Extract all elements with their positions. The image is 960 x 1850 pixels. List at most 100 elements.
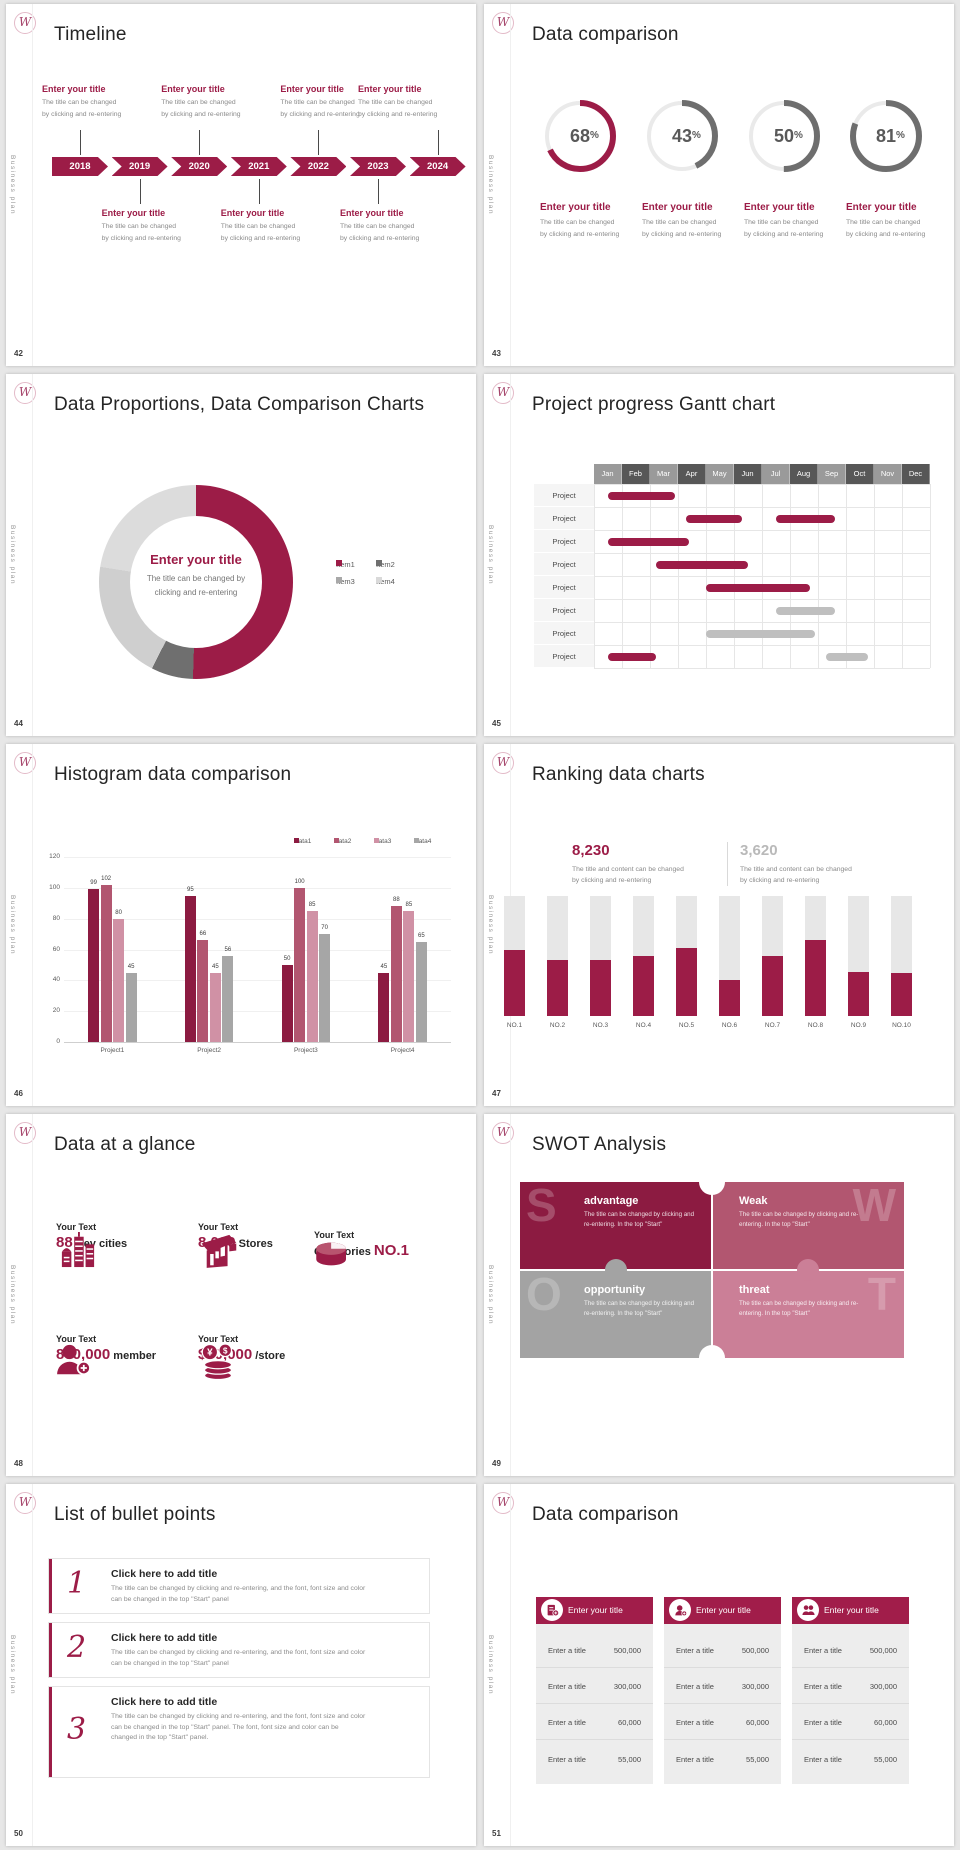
row-label: Enter a title [804,1682,842,1691]
donut-caption: Enter your title The title can be changed… [540,202,644,240]
legend-swatch-icon [334,838,339,843]
bar [113,918,125,1042]
swot-piece-Weak: W Weak The title can be changed by clickin… [713,1182,904,1269]
gantt-bar [776,606,835,615]
gantt-grid-line [594,484,595,668]
bullet-title: Click here to add title [111,1632,218,1644]
bar [319,934,331,1042]
slide-46[interactable]: W Business plan Histogram data compariso… [6,744,476,1106]
stat-prefix: Your Text [56,1334,97,1344]
sidebar-label: Business plan [487,155,494,215]
bar-value-label: 80 [115,909,122,916]
gantt-grid-line [902,484,903,668]
gantt-grid-line [818,484,819,668]
slide-44[interactable]: W Business plan Data Proportions, Data C… [6,374,476,736]
swot-title: Weak [739,1195,768,1207]
swot-desc: The title can be changed by clicking and… [584,1211,695,1228]
slide-50[interactable]: W Business plan List of bullet points 1 C… [6,1484,476,1846]
slide-42[interactable]: W Business plan Timeline 2018 2019 2020 202… [6,4,476,366]
timeline-tick [378,179,379,204]
bar [378,972,390,1042]
gantt-bar [608,491,676,500]
timeline-year: 2021 [230,157,287,176]
y-tick-label: 80 [52,914,60,922]
callout-desc: The title can be changed [161,99,236,106]
bar-value-label: 100 [294,878,305,885]
x-tick-label: NO.1 [506,1022,523,1029]
legend-swatch-icon [376,577,382,583]
card-row: Enter a title 500,000 [664,1634,781,1668]
bar-value-label: 95 [187,886,194,893]
bullet-number: 3 [67,1712,87,1747]
caption-desc: by clicking and re-entering [540,230,620,238]
row-value: 55,000 [874,1754,897,1764]
comparison-card: Enter your title Enter a title 500,000 Ente… [664,1597,781,1784]
row-label: Enter a title [804,1646,842,1655]
callout-desc: by clicking and re-entering [42,111,122,118]
donut-center-desc: clicking and re-entering [154,588,238,597]
ranking-bar [547,959,568,1016]
timeline-year: 2023 [350,157,406,176]
card-title: Enter your title [824,1605,879,1615]
ranking-bar [633,956,654,1016]
brand-logo-icon: W [492,752,514,774]
swot-letter: O [526,1268,562,1320]
headline-divider [727,842,728,886]
brand-logo-icon: W [14,752,36,774]
slide-48[interactable]: W Business plan Data at a glance Your Te… [6,1114,476,1476]
slide-47[interactable]: W Business plan Ranking data charts 8,23… [484,744,954,1106]
bar-value-label: 45 [127,963,135,970]
callout-title: Enter your title [220,208,285,218]
bullet-item: 2 Click here to add title The title can be… [48,1622,430,1678]
grid-line [64,918,451,920]
bar [390,906,402,1042]
card-row: Enter a title 500,000 [536,1634,653,1668]
legend-swatch-icon [376,560,382,566]
caption-title: Enter your title [540,202,611,213]
gantt-row-label: Project [534,530,594,553]
brand-logo-icon: W [492,382,514,404]
ranking-content: 8,230 The title and content can be change… [484,744,954,1106]
callout-desc: The title can be changed [358,99,433,106]
timeline-callout: Enter your title The title can be changed… [358,84,474,121]
x-tick-label: NO.4 [635,1022,652,1029]
gantt-bar [608,537,690,546]
gantt-bar [655,560,748,569]
brand-logo-icon: W [492,12,514,34]
row-value: 500,000 [741,1646,769,1655]
bar-value-label: 45 [212,963,219,970]
x-tick-label: Project2 [197,1047,222,1054]
page-number: 43 [492,349,501,358]
bar [209,972,221,1042]
legend-item: Item1 [336,560,355,569]
donut-progress: 68% [540,96,620,176]
ranking-bar [891,972,912,1016]
sidebar-label: Business plan [487,895,494,955]
stat-item: Your Text Categories NO.1 [314,1230,474,1266]
stat-prefix: Your Text [198,1222,239,1232]
ranking-bar [762,956,783,1016]
card-header: Enter your title [664,1597,781,1624]
ranking-bar [590,959,611,1016]
page-number: 44 [14,719,23,728]
row-label: Enter a title [676,1682,714,1691]
bar [184,895,196,1042]
slide-45[interactable]: W Business plan Project progress Gantt c… [484,374,954,736]
row-label: Enter a title [548,1754,586,1764]
stat-prefix: Your Text [198,1334,239,1344]
swot-text: opportunity The title can be changed by c… [584,1284,702,1318]
ranking-bar [719,980,740,1016]
slide-51[interactable]: W Business plan Data comparison Enter yo… [484,1484,954,1846]
card-row: Enter a title 300,000 [664,1670,781,1704]
gantt-grid-line [874,484,875,668]
slide-43[interactable]: W Business plan Data comparison 68% Enter… [484,4,954,366]
grid-line [64,887,451,889]
callout-desc: The title can be changed [280,99,355,106]
slide-title: Ranking data charts [532,764,705,785]
timeline-year: 2024 [409,157,466,176]
gantt-content: Jan Feb Mar Apr May Jun Jul Aug Sep Oct Nov Dec Proj… [484,374,954,736]
bar-value-label: 85 [405,901,413,908]
callout-desc: The title can be changed [101,223,177,230]
donut-center-desc: The title can be changed by [146,574,246,583]
